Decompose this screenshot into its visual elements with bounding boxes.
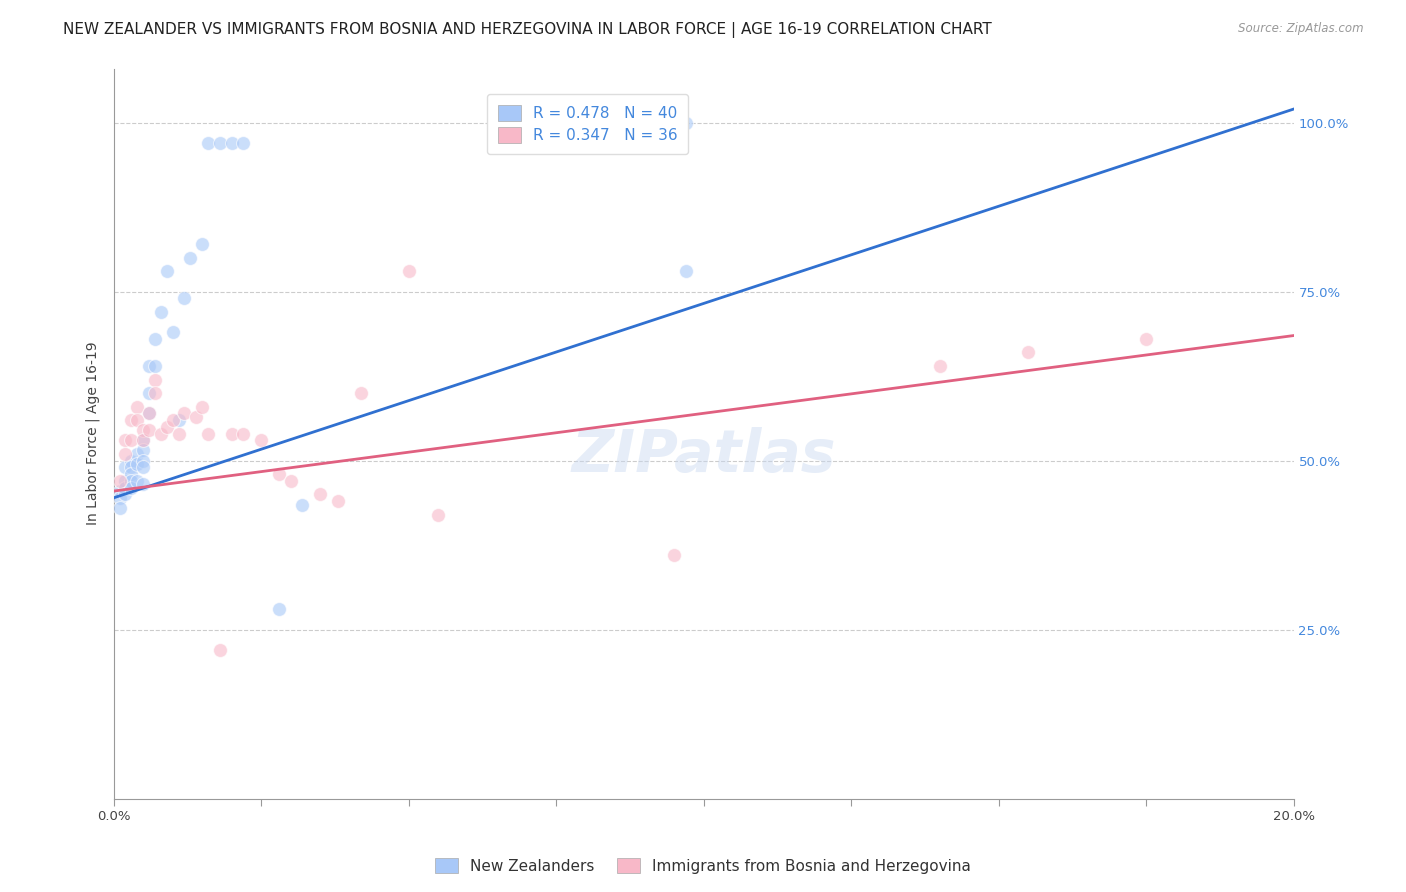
Point xyxy=(156,420,179,434)
Point xyxy=(127,400,149,414)
Point xyxy=(350,386,373,401)
Point xyxy=(132,460,155,475)
Point xyxy=(127,457,149,471)
Point xyxy=(114,434,136,448)
Point xyxy=(143,359,166,373)
Point xyxy=(120,474,142,488)
Point xyxy=(132,423,155,437)
Point xyxy=(232,136,254,150)
Point xyxy=(250,434,273,448)
Point xyxy=(167,426,190,441)
Point xyxy=(132,434,155,448)
Point xyxy=(232,426,254,441)
Point xyxy=(132,453,155,467)
Point xyxy=(173,292,195,306)
Point xyxy=(132,434,155,448)
Point xyxy=(114,487,136,501)
Point xyxy=(162,413,184,427)
Point xyxy=(662,549,685,563)
Point xyxy=(143,386,166,401)
Y-axis label: In Labor Force | Age 16-19: In Labor Force | Age 16-19 xyxy=(86,342,100,525)
Point xyxy=(928,359,950,373)
Point xyxy=(138,406,160,420)
Legend: New Zealanders, Immigrants from Bosnia and Herzegovina: New Zealanders, Immigrants from Bosnia a… xyxy=(429,852,977,880)
Point xyxy=(149,426,172,441)
Point xyxy=(162,325,184,339)
Point xyxy=(108,500,131,515)
Point xyxy=(132,477,155,491)
Point xyxy=(309,487,332,501)
Point xyxy=(173,406,195,420)
Point xyxy=(120,481,142,495)
Point xyxy=(280,474,302,488)
Point xyxy=(267,602,290,616)
Point xyxy=(167,413,190,427)
Point xyxy=(1017,345,1039,359)
Point xyxy=(132,443,155,458)
Point xyxy=(127,447,149,461)
Point xyxy=(127,474,149,488)
Legend: R = 0.478   N = 40, R = 0.347   N = 36: R = 0.478 N = 40, R = 0.347 N = 36 xyxy=(486,95,689,154)
Point xyxy=(291,498,314,512)
Text: ZIPatlas: ZIPatlas xyxy=(571,427,837,484)
Point xyxy=(120,434,142,448)
Text: Source: ZipAtlas.com: Source: ZipAtlas.com xyxy=(1239,22,1364,36)
Point xyxy=(108,491,131,505)
Text: NEW ZEALANDER VS IMMIGRANTS FROM BOSNIA AND HERZEGOVINA IN LABOR FORCE | AGE 16-: NEW ZEALANDER VS IMMIGRANTS FROM BOSNIA … xyxy=(63,22,993,38)
Point xyxy=(197,426,219,441)
Point xyxy=(108,474,131,488)
Point xyxy=(120,467,142,482)
Point xyxy=(267,467,290,482)
Point xyxy=(1135,332,1157,346)
Point xyxy=(120,413,142,427)
Point xyxy=(114,460,136,475)
Point xyxy=(138,423,160,437)
Point xyxy=(156,264,179,278)
Point xyxy=(138,359,160,373)
Point xyxy=(179,251,201,265)
Point xyxy=(114,481,136,495)
Point xyxy=(149,305,172,319)
Point xyxy=(127,413,149,427)
Point xyxy=(191,237,214,252)
Point xyxy=(221,136,243,150)
Point xyxy=(675,264,697,278)
Point xyxy=(326,494,349,508)
Point xyxy=(427,508,450,522)
Point xyxy=(114,474,136,488)
Point xyxy=(191,400,214,414)
Point xyxy=(675,115,697,129)
Point xyxy=(138,406,160,420)
Point xyxy=(197,136,219,150)
Point xyxy=(108,484,131,499)
Point xyxy=(120,460,142,475)
Point xyxy=(138,386,160,401)
Point xyxy=(120,453,142,467)
Point xyxy=(208,643,231,657)
Point xyxy=(143,332,166,346)
Point xyxy=(186,409,208,424)
Point xyxy=(398,264,420,278)
Point xyxy=(114,447,136,461)
Point xyxy=(208,136,231,150)
Point xyxy=(221,426,243,441)
Point xyxy=(143,372,166,386)
